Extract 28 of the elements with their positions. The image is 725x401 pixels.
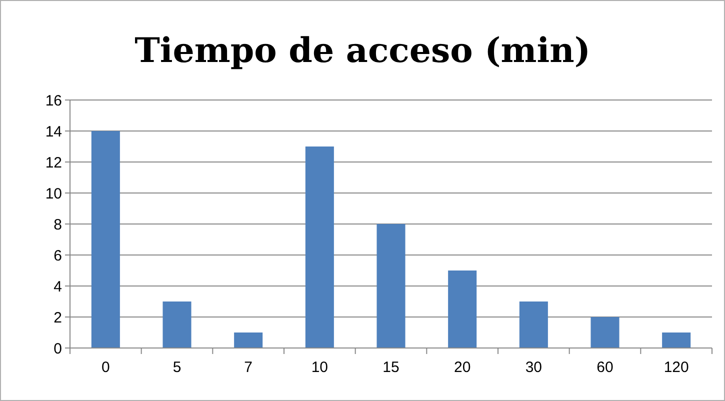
bar: [91, 131, 120, 348]
x-tick-label: 7: [244, 359, 253, 376]
bar: [448, 270, 477, 348]
y-tick-label: 6: [54, 247, 62, 264]
bar: [162, 302, 192, 348]
bar: [519, 302, 548, 348]
bar: [662, 332, 691, 348]
bar: [305, 146, 334, 348]
x-tick-label: 15: [382, 359, 400, 376]
y-tick-label: 10: [45, 185, 62, 202]
x-tick-label: 20: [454, 359, 471, 376]
y-tick-label: 4: [54, 278, 62, 296]
x-tick-label: 10: [311, 359, 328, 376]
y-tick-label: 14: [45, 123, 62, 140]
y-tick-label: 0: [54, 340, 62, 358]
y-tick-label: 2: [54, 309, 62, 326]
y-tick-label: 16: [45, 92, 62, 110]
bar: [376, 224, 406, 348]
bar: [234, 332, 263, 348]
x-tick-label: 120: [664, 359, 689, 376]
x-tick-label: 5: [172, 359, 182, 376]
y-tick-label: 8: [54, 216, 62, 234]
x-tick-label: 0: [101, 359, 110, 376]
y-tick-label: 12: [45, 154, 62, 172]
x-tick-label: 60: [596, 359, 614, 376]
chart-title: Tiempo de acceso (min): [134, 31, 590, 71]
x-tick-label: 30: [525, 359, 542, 376]
bar: [590, 317, 620, 348]
